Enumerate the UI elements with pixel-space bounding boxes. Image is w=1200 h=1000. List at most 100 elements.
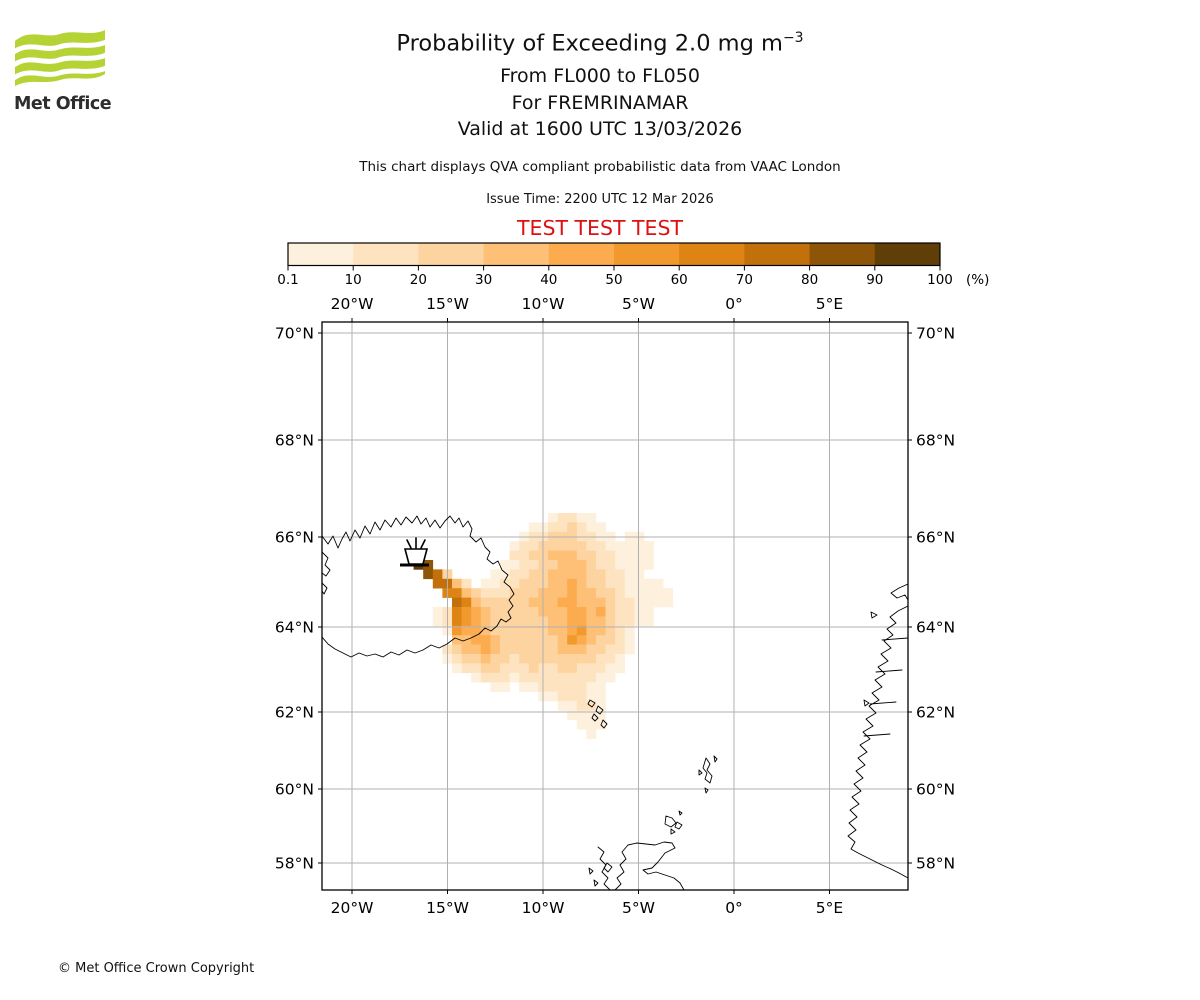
probability-cell: [644, 541, 654, 551]
probability-cell: [576, 550, 587, 561]
probability-cell: [461, 597, 472, 608]
probability-cell: [557, 513, 568, 523]
subtitle-valid-time: Valid at 1600 UTC 13/03/2026: [457, 118, 743, 140]
probability-cell: [576, 541, 587, 551]
colorbar-tick-label: 100: [927, 272, 953, 288]
probability-cell: [500, 569, 510, 580]
met-office-logo: Met Office: [12, 26, 124, 114]
probability-cell: [548, 663, 558, 674]
probability-cell: [519, 663, 530, 674]
probability-cell: [576, 588, 587, 598]
probability-cell: [432, 607, 443, 617]
probability-cell: [644, 578, 654, 589]
probability-cell: [548, 578, 558, 589]
probability-cell: [644, 607, 654, 617]
probability-cell: [461, 625, 472, 636]
colorbar-tick-label: 60: [671, 272, 688, 288]
probability-cell: [586, 513, 597, 523]
probability-cell: [452, 654, 462, 664]
probability-cell: [461, 607, 472, 617]
probability-cell: [605, 597, 616, 608]
coastline-faroes: [587, 699, 608, 729]
probability-cell: [586, 663, 597, 674]
probability-cell: [500, 560, 510, 570]
probability-cell: [557, 560, 568, 570]
probability-cell: [480, 654, 491, 664]
probability-cell: [548, 691, 558, 702]
top-axis-label: 0°: [725, 295, 743, 313]
probability-cell: [490, 597, 501, 608]
colorbar-tick-label: 90: [866, 272, 883, 288]
probability-cell: [519, 607, 530, 617]
probability-cell: [624, 616, 635, 627]
probability-cell: [500, 635, 510, 645]
colorbar-tick-label: 80: [801, 272, 818, 288]
probability-cell: [528, 616, 539, 627]
probability-cell: [548, 597, 558, 608]
colorbar-tick-label: 10: [345, 272, 362, 288]
probability-cell: [461, 654, 472, 664]
probability-cell: [586, 644, 597, 655]
probability-cell: [519, 569, 530, 580]
probability-cell: [624, 597, 635, 608]
probability-cell: [490, 682, 501, 692]
probability-cell: [519, 654, 530, 664]
probability-cell: [586, 729, 597, 739]
probability-cell: [634, 597, 645, 608]
probability-cell: [663, 588, 674, 598]
probability-cell: [461, 663, 472, 674]
coastline-iceland: [322, 515, 515, 658]
probability-cell: [596, 710, 606, 721]
test-banner: TEST TEST TEST: [516, 216, 684, 240]
probability-cell: [480, 616, 491, 627]
probability-cell: [480, 635, 491, 645]
probability-cell: [576, 625, 587, 636]
probability-cell: [557, 654, 568, 664]
probability-cell: [586, 550, 597, 561]
probability-cell: [528, 672, 539, 683]
probability-cell: [509, 644, 520, 655]
probability-cell: [576, 560, 587, 570]
probability-cell: [452, 597, 462, 608]
probability-cell: [586, 541, 597, 551]
colorbar: 0.1 10 20 30 40 50 60 70 80 90 100 (%): [277, 242, 989, 288]
probability-cell: [596, 560, 606, 570]
probability-cell: [548, 654, 558, 664]
colorbar-segment: [418, 243, 485, 266]
probability-cell: [557, 663, 568, 674]
probability-cell: [480, 672, 491, 683]
probability-cell: [490, 607, 501, 617]
probability-cell: [471, 597, 482, 608]
bottom-axis-label: 10°W: [522, 899, 565, 917]
probability-cell: [567, 654, 578, 664]
probability-cell: [528, 635, 539, 645]
probability-cell: [634, 588, 645, 598]
probability-cell: [471, 588, 482, 598]
probability-cell: [567, 588, 578, 598]
probability-cell: [471, 672, 482, 683]
probability-cell: [509, 541, 520, 551]
probability-cell: [509, 569, 520, 580]
probability-cell: [567, 513, 578, 523]
coastlines: [322, 515, 908, 890]
probability-cell: [586, 578, 597, 589]
probability-cell: [576, 597, 587, 608]
probability-cell: [519, 578, 530, 589]
bottom-axis-label: 5°W: [622, 899, 655, 917]
probability-cell: [576, 635, 587, 645]
probability-cell: [634, 569, 645, 580]
coastline-shetland: [698, 755, 718, 794]
probability-cell: [557, 569, 568, 580]
probability-cell: [567, 597, 578, 608]
probability-cell: [509, 550, 520, 561]
top-axis-label: 15°W: [426, 295, 469, 313]
probability-cell: [605, 616, 616, 627]
bottom-axis-label: 0°: [725, 899, 743, 917]
probability-cell: [615, 635, 626, 645]
colorbar-segment: [614, 243, 680, 266]
probability-cell: [548, 682, 558, 692]
probability-cell: [567, 560, 578, 570]
top-axis-label: 20°W: [331, 295, 374, 313]
probability-cell: [548, 550, 558, 561]
axis-labels: 20°W 20°W 15°W 15°W 10°W 10°W 5°W 5°W 0° 0° 5°E 5°E…: [275, 295, 955, 917]
